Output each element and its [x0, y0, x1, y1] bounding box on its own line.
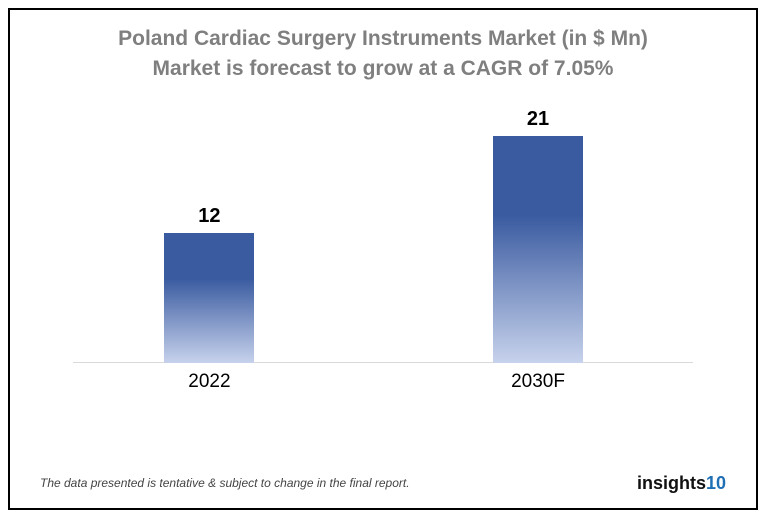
- bar-2022: 12: [164, 233, 254, 363]
- brand-part1: insights: [637, 473, 706, 493]
- x-axis-label-2022: 2022: [188, 371, 230, 393]
- brand-logo: insights10: [637, 473, 726, 494]
- bar-value-label-2030f: 21: [527, 108, 549, 131]
- bar-fill-2030f: [493, 136, 583, 363]
- chart-plot-area: 12 2022 21 2030F: [73, 93, 693, 393]
- bar-2030f: 21: [493, 136, 583, 363]
- chart-title-line1: Poland Cardiac Surgery Instruments Marke…: [63, 26, 703, 52]
- disclaimer-text: The data presented is tentative & subjec…: [40, 476, 410, 490]
- chart-title-line2: Market is forecast to grow at a CAGR of …: [63, 56, 703, 82]
- brand-part2: 10: [706, 473, 726, 493]
- x-axis-label-2030f: 2030F: [511, 371, 565, 393]
- chart-canvas: Poland Cardiac Surgery Instruments Marke…: [0, 0, 766, 518]
- bar-value-label-2022: 12: [198, 205, 220, 228]
- chart-frame: Poland Cardiac Surgery Instruments Marke…: [8, 8, 758, 510]
- bar-fill-2022: [164, 233, 254, 363]
